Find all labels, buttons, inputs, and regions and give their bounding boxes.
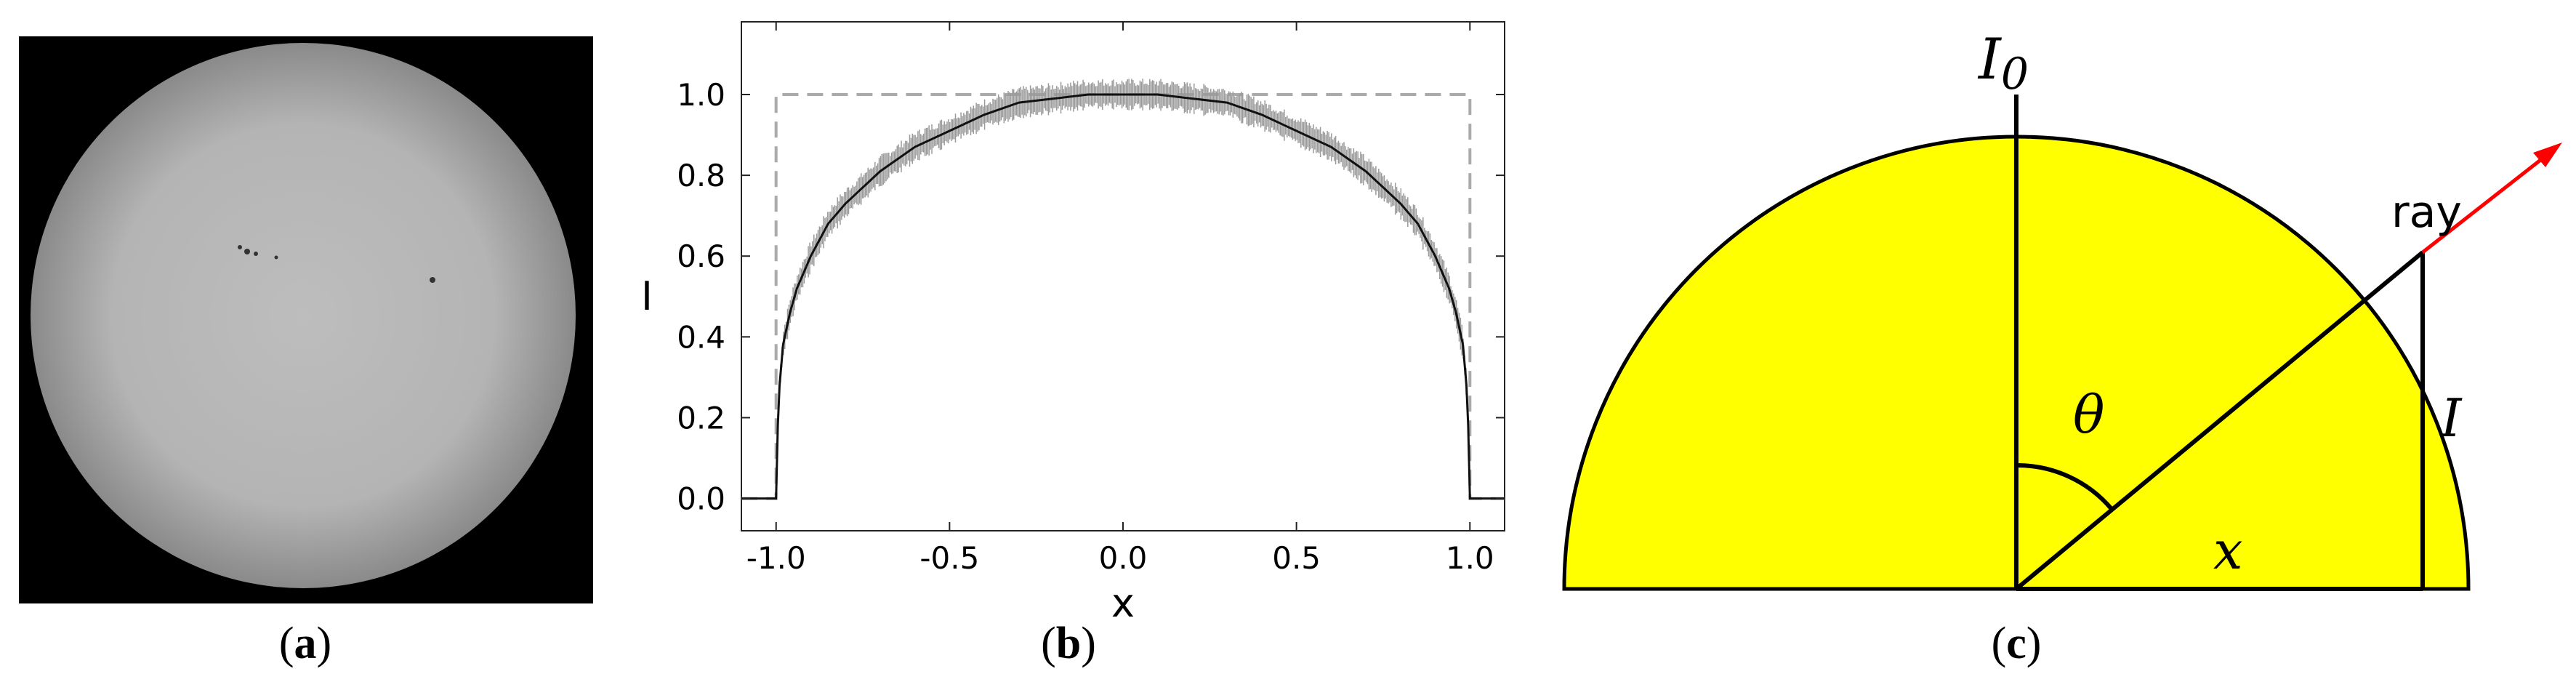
- caption-b: (b): [1041, 619, 1096, 668]
- label-x: x: [2213, 520, 2243, 581]
- caption-a: (a): [278, 619, 332, 668]
- x-axis-label: x: [1111, 580, 1135, 626]
- solar-disk: [31, 43, 576, 588]
- y-tick-label: 0.4: [677, 319, 725, 355]
- y-tick-label: 1.0: [677, 77, 725, 113]
- label-I: I: [2439, 388, 2463, 449]
- series-measured-profile: [741, 93, 1505, 500]
- y-axis-label: I: [641, 273, 653, 319]
- sunspot: [274, 255, 278, 260]
- sunspot: [254, 252, 258, 256]
- errorbars: [777, 79, 1468, 438]
- panel-b: -1.0 -0.5 0.0 0.5 1.0 0.0 0.2 0.4 0.6 0.8 1.0 x I (b…: [625, 0, 1526, 687]
- y-tick-label: 0.6: [677, 238, 725, 274]
- x-tick-label: -0.5: [919, 540, 979, 576]
- ray-arrow: [2421, 151, 2551, 254]
- sunspot: [244, 249, 250, 254]
- y-tick-label: 0.2: [677, 400, 725, 436]
- sunspot: [238, 245, 242, 249]
- inclined-radius-line: [2015, 250, 2424, 591]
- y-tick-label: 0.8: [677, 158, 725, 193]
- y-tick-label: 0.0: [677, 481, 725, 517]
- x-tick-label: -1.0: [746, 540, 806, 576]
- label-I0: I0: [1977, 27, 2029, 100]
- caption-c: (c): [1991, 619, 2042, 668]
- sunspot-group: [238, 245, 435, 283]
- panel-a: (a): [0, 0, 669, 687]
- label-ray: ray: [2391, 187, 2462, 238]
- sun-photo: [19, 36, 593, 603]
- label-I0-subscript: 0: [2001, 49, 2029, 100]
- theta-arc: [2016, 462, 2114, 510]
- label-theta: θ: [2073, 384, 2104, 445]
- limb-darkening-chart: -1.0 -0.5 0.0 0.5 1.0 0.0 0.2 0.4 0.6 0.8 1.0 x I: [641, 21, 1505, 626]
- geometry-diagram: I0 ray θ I x: [1562, 27, 2562, 591]
- sunspot: [430, 277, 435, 283]
- series-uniform-disk: [741, 93, 1505, 500]
- x-tick-label: 0.5: [1272, 540, 1321, 576]
- panel-c: I0 ray θ I x (c): [1526, 0, 2576, 687]
- x-tick-label: 0.0: [1099, 540, 1148, 576]
- ray-arrowhead: [2533, 143, 2562, 167]
- x-tick-label: 1.0: [1446, 540, 1494, 576]
